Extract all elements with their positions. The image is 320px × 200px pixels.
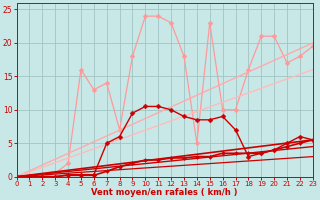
- X-axis label: Vent moyen/en rafales ( km/h ): Vent moyen/en rafales ( km/h ): [92, 188, 238, 197]
